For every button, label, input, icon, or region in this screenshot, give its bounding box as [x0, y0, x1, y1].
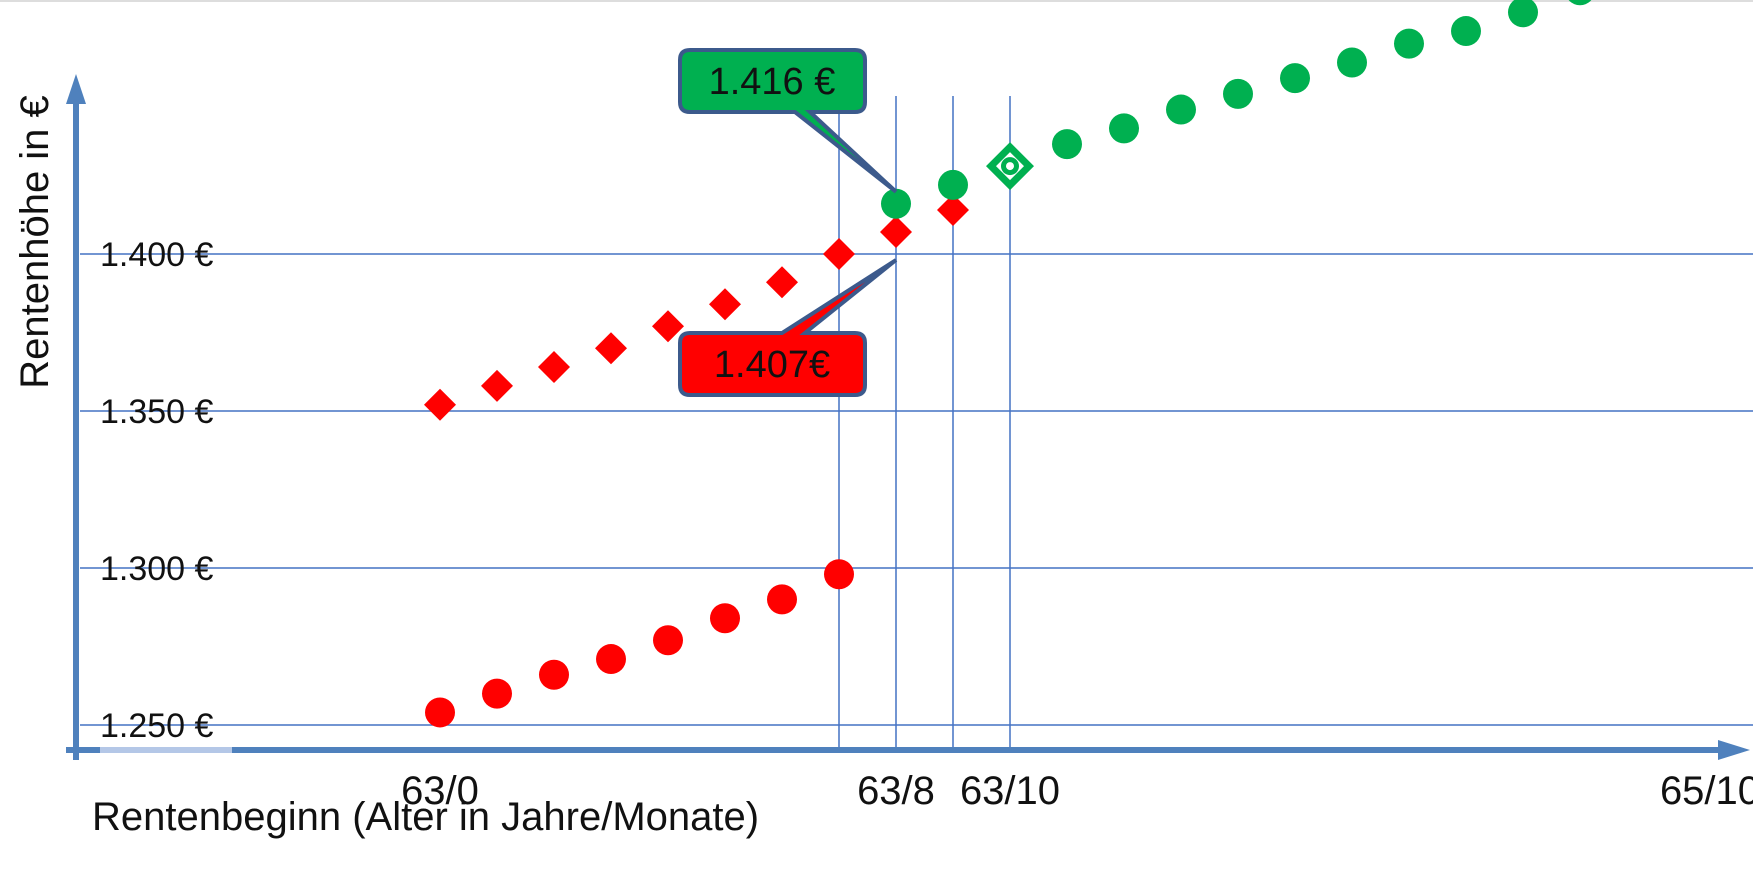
- y-axis-arrow: [66, 74, 86, 104]
- data-point: [880, 216, 912, 249]
- data-point: [1508, 0, 1538, 28]
- data-point: [596, 644, 626, 675]
- data-points: [424, 0, 1592, 728]
- callouts: 1.416 € 1.407€: [678, 48, 898, 397]
- y-tick-label: 1.400 €: [100, 236, 214, 274]
- data-point: [824, 559, 854, 590]
- data-point: [482, 678, 512, 709]
- data-point: [1223, 78, 1253, 109]
- y-tick-label: 1.350 €: [100, 393, 214, 431]
- x-tick-label: 63/8: [857, 769, 935, 813]
- y-tick-label: 1.250 €: [100, 707, 214, 745]
- data-point: [595, 332, 627, 365]
- x-axis-highlight: [100, 747, 232, 753]
- data-point: [823, 238, 855, 270]
- data-point: [1568, 0, 1592, 6]
- data-point: [539, 659, 569, 690]
- data-point: [1280, 63, 1310, 94]
- data-point: [652, 310, 684, 343]
- data-point: [709, 288, 741, 321]
- data-point: [653, 625, 683, 656]
- data-point: [938, 169, 968, 200]
- data-point: [881, 188, 911, 219]
- data-point: [1451, 16, 1481, 47]
- callout-green: [678, 48, 898, 194]
- x-tick-label: 63/0: [401, 769, 479, 813]
- data-point-center: [1006, 162, 1014, 171]
- data-point: [481, 369, 513, 402]
- data-point: [1166, 94, 1196, 125]
- callout-red-label: 1.407€: [714, 344, 830, 386]
- y-axis-title: Rentenhöhe in €: [13, 95, 57, 389]
- data-point: [710, 603, 740, 634]
- tick-labels: 1.250 € 1.300 € 1.350 € 1.400 € 63/0 63/8 63/1…: [100, 236, 1753, 813]
- callout-green-label: 1.416 €: [709, 61, 836, 103]
- y-tick-label: 1.300 €: [100, 550, 214, 588]
- axes: [66, 74, 1750, 760]
- data-point: [937, 194, 969, 227]
- x-axis-title: Rentenbeginn (Alter in Jahre/Monate): [92, 795, 759, 839]
- data-point: [766, 266, 798, 299]
- grid: [80, 96, 1753, 750]
- data-point: [1337, 47, 1367, 78]
- x-tick-label: 63/10: [960, 769, 1060, 813]
- data-point: [1394, 28, 1424, 59]
- data-point: [538, 351, 570, 384]
- callout-red: [678, 258, 898, 397]
- data-point: [767, 584, 797, 615]
- data-point: [1052, 129, 1082, 160]
- data-point: [424, 388, 456, 421]
- x-tick-label: 65/10: [1660, 769, 1753, 813]
- data-point: [425, 697, 455, 728]
- data-point: [1109, 113, 1139, 144]
- x-axis-arrow: [1718, 740, 1750, 760]
